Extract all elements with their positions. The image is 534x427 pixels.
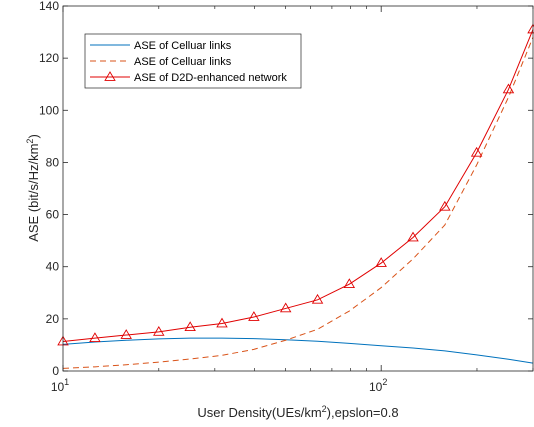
series-3-point [407,231,419,242]
legend-label-3: ASE of D2D-enhanced network [134,72,287,84]
series-3-point [439,200,451,211]
legend-label-2: ASE of Celluar links [134,56,232,68]
series-3-point [279,302,292,313]
series-layer [57,23,534,369]
y-tick-label: 40 [46,260,60,274]
x-axis-label: User Density(UEs/km2),epslon=0.8 [197,404,398,420]
y-tick-label: 20 [46,312,60,326]
series-3-point [89,332,101,343]
ticks-layer: 0 20 40 60 80 100 120 140 101 102 [39,0,534,394]
legend-marker-3 [104,71,116,81]
legend: ASE of Celluar links ASE of Celluar links… [84,33,302,89]
y-tick-label: 140 [39,0,59,13]
series-3-point [343,278,356,289]
y-axis-label: ASE (bit/s/Hz/km2) [25,134,41,242]
series-3-point [470,146,483,157]
series-line-1 [62,337,534,364]
y-tick-label: 100 [39,103,59,117]
series-3-point [375,257,387,267]
series-3-point [184,321,196,332]
legend-items: ASE of Celluar links ASE of Celluar links… [90,40,287,84]
series-3-point [311,293,324,304]
axes-layer [62,5,534,372]
series-line-2 [62,37,534,369]
series-3-point [153,325,165,336]
series-3-point [216,317,228,328]
x-tick-label: 101 [51,377,69,394]
legend-label-1: ASE of Celluar links [134,40,232,52]
axes-box [62,5,534,372]
series-line-3 [62,29,534,343]
series-3-point [502,83,515,94]
y-tick-label: 0 [52,364,59,378]
series-3-point [120,329,132,339]
x-tick-label: 102 [369,377,387,394]
series-3-point [248,311,260,321]
y-tick-label: 120 [39,51,59,65]
y-tick-label: 60 [46,208,60,222]
y-tick-label: 80 [46,155,60,169]
